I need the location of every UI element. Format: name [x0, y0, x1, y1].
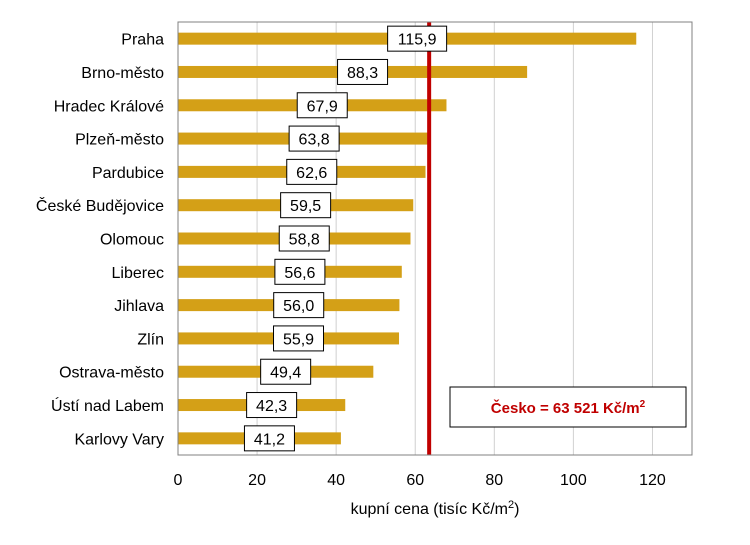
data-label-text-10: 49,4	[270, 365, 301, 382]
data-label-box-6	[278, 225, 330, 252]
data-label-7: 56,6	[274, 258, 326, 285]
data-label-3: 63,8	[288, 125, 340, 152]
data-label-5: 59,5	[280, 192, 332, 219]
data-label-text-8: 56,0	[283, 298, 314, 315]
data-label-1: 88,3	[337, 58, 389, 85]
data-label-text-2: 67,9	[307, 98, 338, 115]
category-label-3: Plzeň-město	[75, 132, 164, 149]
data-label-12: 41,2	[243, 425, 295, 452]
data-label-11: 42,3	[246, 392, 298, 419]
category-label-2: Hradec Králové	[54, 98, 164, 115]
data-label-text-3: 63,8	[299, 132, 330, 149]
category-label-10: Ostrava-město	[59, 365, 164, 382]
plot-frame	[177, 21, 693, 456]
x-axis-title: kupní cena (tisíc Kč/m2)	[351, 499, 520, 518]
x-tick-label-2: 40	[327, 472, 345, 489]
data-label-box-10	[260, 358, 312, 385]
x-tick-label-1: 20	[248, 472, 266, 489]
data-label-box-0	[387, 25, 448, 52]
category-label-4: Pardubice	[92, 165, 164, 182]
reference-label-superscript: 2	[640, 399, 646, 410]
category-label-7: Liberec	[112, 265, 164, 282]
data-label-box-7	[274, 258, 326, 285]
category-label-9: Zlín	[137, 331, 164, 348]
category-label-12: Karlovy Vary	[74, 431, 164, 448]
x-tick-label-4: 80	[485, 472, 503, 489]
data-label-2: 67,9	[296, 92, 348, 119]
category-label-6: Olomouc	[100, 232, 164, 249]
data-label-box-4	[286, 158, 338, 185]
data-label-text-1: 88,3	[347, 65, 378, 82]
category-label-0: Praha	[121, 32, 164, 49]
data-label-text-5: 59,5	[290, 198, 321, 215]
data-label-box-11	[246, 392, 298, 419]
data-label-box-8	[273, 292, 325, 319]
data-label-9: 55,9	[273, 325, 325, 352]
data-label-0: 115,9	[387, 25, 448, 52]
data-label-text-12: 41,2	[254, 431, 285, 448]
reference-line-label: Česko = 63 521 Kč/m2	[491, 399, 646, 417]
x-tick-label-3: 60	[406, 472, 424, 489]
data-label-box-1	[337, 58, 389, 85]
data-label-4: 62,6	[286, 158, 338, 185]
data-label-text-11: 42,3	[256, 398, 287, 415]
data-label-8: 56,0	[273, 292, 325, 319]
data-label-6: 58,8	[278, 225, 330, 252]
data-label-box-9	[273, 325, 325, 352]
category-label-5: České Budějovice	[36, 196, 164, 215]
category-labels: Praha Brno-město Hradec Králové Plzeň-město…	[36, 32, 164, 449]
data-label-text-9: 55,9	[283, 331, 314, 348]
x-tick-label-5: 100	[560, 472, 587, 489]
x-tick-label-6: 120	[639, 472, 666, 489]
data-label-text-4: 62,6	[296, 165, 327, 182]
x-tick-label-0: 0	[174, 472, 183, 489]
category-label-11: Ústí nad Labem	[51, 396, 164, 415]
data-labels: 115,9 88,3 67,9 63,8 62,6 59,5 58,8 56,6 56,0 55,…	[243, 25, 448, 452]
reference-legend-box: Česko = 63 521 Kč/m2	[449, 386, 687, 428]
bars	[178, 32, 637, 445]
data-label-text-0: 115,9	[398, 32, 437, 49]
x-axis-title-superscript: 2	[508, 499, 514, 511]
data-label-box-5	[280, 192, 332, 219]
data-label-text-6: 58,8	[289, 232, 320, 249]
category-label-8: Jihlava	[114, 298, 164, 315]
category-label-1: Brno-město	[81, 65, 164, 82]
data-label-10: 49,4	[260, 358, 312, 385]
x-tick-labels: 0 20 40 60 80 100 120	[174, 472, 666, 489]
data-label-text-7: 56,6	[284, 265, 315, 282]
data-label-box-2	[296, 92, 348, 119]
data-label-box-12	[243, 425, 295, 452]
data-label-box-3	[288, 125, 340, 152]
